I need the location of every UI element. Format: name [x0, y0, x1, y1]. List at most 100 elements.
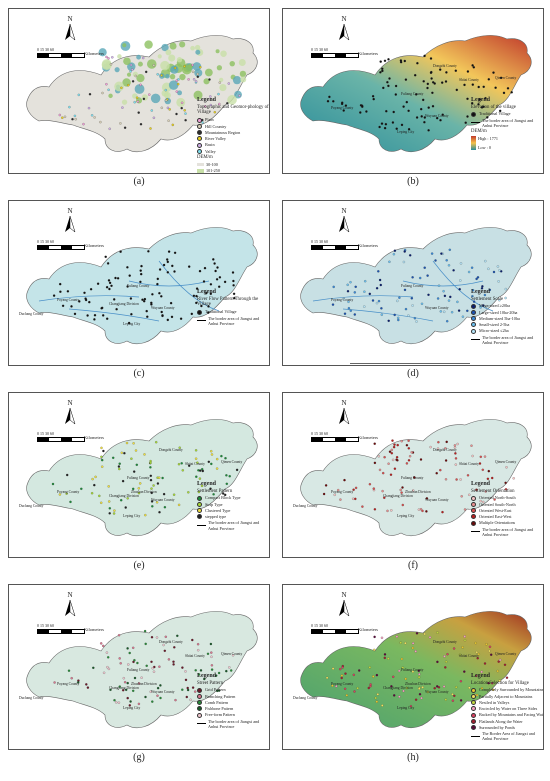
village-point — [423, 116, 426, 119]
village-point — [403, 288, 407, 292]
village-point — [118, 657, 121, 660]
village-point — [137, 111, 140, 114]
place-label: Dongzhi County — [433, 640, 457, 644]
border-label: The border area of Jiangxi and Anhui Pro… — [482, 526, 534, 537]
village-point — [99, 120, 102, 124]
village-point — [184, 112, 187, 115]
place-label: Leping City — [123, 706, 140, 710]
scale-bar-graphic — [37, 629, 85, 634]
terrain-patch — [219, 77, 224, 83]
place-label: Poyang County — [331, 298, 353, 302]
legend-item: stepped type — [197, 514, 269, 520]
village-point — [120, 451, 124, 455]
village-point — [482, 500, 485, 504]
village-point — [480, 687, 484, 690]
village-point — [387, 462, 390, 465]
village-point — [198, 269, 202, 273]
north-arrow: N — [63, 591, 77, 619]
village-point — [107, 485, 110, 488]
place-label: Poyang County — [331, 682, 353, 686]
village-point — [437, 284, 441, 287]
village-point — [416, 62, 419, 65]
village-point — [109, 688, 112, 692]
village-point — [420, 115, 423, 118]
village-point — [148, 93, 151, 96]
village-point — [191, 638, 194, 642]
village-point — [187, 78, 190, 81]
place-label: Wuyuan County — [425, 690, 449, 694]
village-point — [158, 510, 161, 514]
village-point — [162, 643, 165, 647]
village-point — [439, 468, 442, 472]
village-point — [408, 455, 412, 458]
village-point — [487, 681, 490, 685]
village-point — [106, 262, 110, 265]
village-point — [372, 648, 376, 652]
terrain-patch — [146, 59, 157, 69]
village-point — [107, 57, 110, 60]
village-point — [493, 498, 496, 501]
legend-symbol — [197, 687, 202, 693]
village-point — [155, 501, 159, 504]
village-point — [505, 676, 509, 679]
village-point — [121, 479, 125, 483]
place-label: Leping City — [123, 322, 140, 326]
village-point — [393, 249, 397, 252]
village-point — [380, 636, 384, 640]
border-legend: The border area of Jiangxi and Anhui Pro… — [471, 335, 543, 346]
village-point — [414, 650, 417, 653]
village-point — [492, 270, 496, 274]
place-label: Fuliang County — [401, 284, 424, 288]
village-point — [333, 493, 336, 497]
legend-item: Large-sized 10ha-20ha — [471, 310, 543, 315]
village-point — [149, 127, 152, 130]
village-point — [354, 486, 358, 490]
village-point — [134, 74, 138, 78]
panel-caption: (a) — [133, 176, 145, 187]
village-point — [442, 310, 446, 314]
village-point — [232, 292, 236, 296]
legend-label: Plain — [205, 117, 214, 123]
village-point — [480, 287, 484, 290]
village-point — [339, 667, 342, 671]
scale-unit: Kilometers — [84, 435, 104, 440]
village-point — [155, 636, 159, 639]
legend-label: Traditional Village — [479, 111, 511, 117]
village-point — [488, 649, 491, 653]
village-point — [371, 94, 375, 98]
village-point — [496, 669, 499, 673]
village-point — [404, 78, 408, 81]
village-point — [363, 279, 367, 283]
village-point — [361, 505, 364, 508]
village-point — [186, 686, 189, 690]
scale-bar: 0 15 30 60 Kilometers — [311, 431, 378, 445]
village-point — [441, 510, 444, 514]
village-point — [390, 685, 393, 688]
village-point — [392, 445, 396, 449]
village-point — [129, 63, 133, 67]
village-point — [488, 288, 491, 292]
village-point — [372, 97, 375, 101]
legend-subtitle: Topographic and Geomor-phology of Villag… — [197, 104, 269, 116]
village-point — [117, 465, 121, 468]
village-point — [116, 277, 120, 280]
legend-symbol — [197, 514, 202, 520]
legend-title: Legend — [197, 481, 217, 487]
village-point — [381, 471, 385, 475]
village-point — [100, 446, 103, 450]
terrain-patch — [195, 49, 201, 55]
village-point — [229, 669, 233, 672]
village-point — [152, 484, 155, 487]
terrain-patch — [160, 60, 170, 71]
village-point — [149, 690, 152, 693]
scale-numbers: 0 15 30 60 — [37, 431, 54, 436]
place-label: Zhushan Division — [131, 682, 157, 686]
place-label: Dongzhi County — [433, 448, 457, 452]
village-point — [98, 494, 101, 498]
village-point — [423, 266, 426, 269]
village-point — [388, 77, 391, 80]
legend-label: Oriented North-South — [479, 495, 516, 501]
village-point — [504, 287, 507, 291]
village-point — [235, 468, 239, 472]
place-label: Changjiang Division — [109, 686, 139, 690]
